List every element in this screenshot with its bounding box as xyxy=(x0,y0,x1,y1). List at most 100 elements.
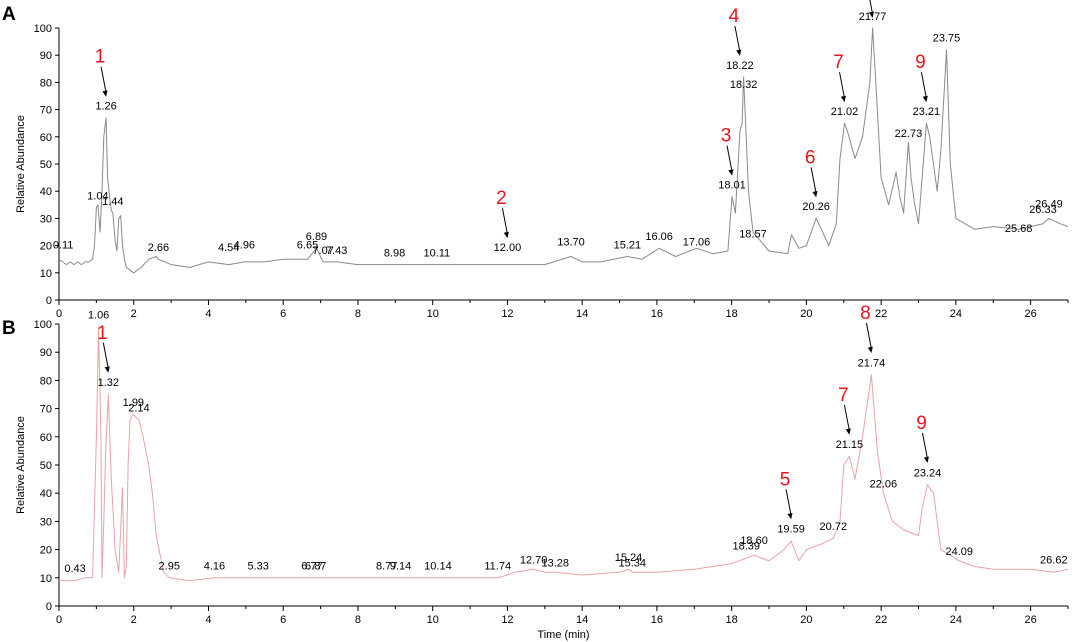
panel-a-y-tick-label: 70 xyxy=(40,105,52,117)
panel-b-peak-label: 10.14 xyxy=(424,560,452,572)
panel-b-peak-label: 23.24 xyxy=(914,467,942,479)
panel-a-peak-label: 6.89 xyxy=(306,231,327,243)
panel-b-x-tick-label: 26 xyxy=(1025,614,1037,626)
panel-b-peak-label: 12.70 xyxy=(520,555,548,567)
panel-a-compound-arrowhead xyxy=(736,49,742,56)
panel-b-y-tick-label: 10 xyxy=(40,573,52,585)
panel-b-compound-number: 1 xyxy=(97,323,108,344)
panel-a-compound-number: 9 xyxy=(915,52,926,73)
panel-a-compound-arrow xyxy=(501,208,508,235)
panel-a-compound-number: 7 xyxy=(833,52,844,73)
panel-b-peak-label: 15.24 xyxy=(615,552,643,564)
panel-b-compound-number: 8 xyxy=(860,303,871,324)
panel-a-y-tick-label: 40 xyxy=(40,186,52,198)
panel-b-peak-label: 9.14 xyxy=(390,560,411,572)
panel-a-peak-label: 1.26 xyxy=(95,101,116,113)
panel-b-peak-label: 18.60 xyxy=(740,535,768,547)
panel-b-peak-label: 18.39 xyxy=(732,541,760,553)
panel-a-y-tick-label: 0 xyxy=(46,295,52,307)
panel-a-peak-label: 18.22 xyxy=(726,60,754,72)
panel-b-peak-label: 2.14 xyxy=(128,402,149,414)
panel-b-compound-arrowhead xyxy=(867,346,873,354)
panel-b-compound-number: 5 xyxy=(780,469,791,490)
panel-b-compound-arrow xyxy=(865,322,872,350)
panel-a-peak-label: 12.00 xyxy=(494,242,522,254)
panel-a-compound-arrow xyxy=(100,66,107,93)
panel-a-peak-label: 23.75 xyxy=(933,33,961,45)
panel-a-x-tick-label: 22 xyxy=(875,308,887,320)
panel-b-peak-label: 22.06 xyxy=(870,479,898,491)
panel-b-x-tick-label: 14 xyxy=(576,614,588,626)
panel-a-y-tick-label: 10 xyxy=(40,268,52,280)
panel-a-compound-arrow xyxy=(869,0,874,14)
panel-b-y-tick-label: 60 xyxy=(40,432,52,444)
panel-a-compound-arrowhead xyxy=(503,231,509,239)
panel-letter-b: B xyxy=(2,318,16,339)
panel-a-peak-label: 20.26 xyxy=(802,201,830,213)
panel-b-peak-label: 20.72 xyxy=(820,521,848,533)
panel-b-y-tick-label: 80 xyxy=(40,375,52,387)
panel-b-peak-label: 1.32 xyxy=(98,377,119,389)
panel-b-compound-arrowhead xyxy=(104,366,110,373)
panel-b-peak-label: 26.62 xyxy=(1040,555,1068,567)
panel-a-x-tick-label: 20 xyxy=(800,308,812,320)
panel-a-peak-label: 22.73 xyxy=(895,128,923,140)
panel-a-peak-label: 1.44 xyxy=(102,196,123,208)
panel-b-y-tick-label: 30 xyxy=(40,516,52,528)
panel-a-y-tick-label: 30 xyxy=(40,213,52,225)
panel-b-y-tick-label: 0 xyxy=(46,601,52,613)
panel-a-y-tick-label: 20 xyxy=(40,241,52,253)
panel-a-peak-label: 7.07 xyxy=(312,245,333,257)
panel-b-peak-label: 1.99 xyxy=(123,397,144,409)
panel-a-compound-arrowhead xyxy=(812,190,818,198)
panel-a-x-tick-label: 16 xyxy=(651,308,663,320)
panel-b-peak-label: 21.74 xyxy=(858,357,886,369)
panel-b-y-axis-title: Relative Abundance xyxy=(15,416,27,514)
panel-b-x-tick-label: 2 xyxy=(131,614,137,626)
panel-b-trace-line xyxy=(59,326,1069,582)
panel-a-peak-label: 15.21 xyxy=(614,239,642,251)
panel-a-peak-label: 17.06 xyxy=(683,237,711,249)
panel-b-y-tick-label: 50 xyxy=(40,460,52,472)
panel-b-peak-label: 6.77 xyxy=(301,560,322,572)
panel-b-compound-number: 7 xyxy=(838,385,849,406)
panel-b-peak-label: 15.34 xyxy=(618,558,646,570)
panel-a-y-tick-label: 50 xyxy=(40,159,52,171)
panel-b-x-tick-label: 18 xyxy=(726,614,738,626)
panel-b-peak-label: 11.74 xyxy=(484,560,511,572)
panel-b-peak-label: 6.87 xyxy=(305,560,326,572)
panel-b-peak-label: 2.95 xyxy=(159,560,180,572)
panel-a-x-tick-label: 6 xyxy=(280,308,286,320)
panel-b-x-tick-label: 12 xyxy=(501,614,513,626)
panel-b-compound-arrowhead xyxy=(845,428,851,435)
panel-a-peak-label: 2.66 xyxy=(148,242,169,254)
panel-a-peak-label: 26.33 xyxy=(1029,204,1057,216)
panel-b-x-tick-label: 10 xyxy=(427,614,439,626)
panel-a-compound-arrowhead xyxy=(922,95,928,103)
panel-b-compound-arrowhead xyxy=(787,513,793,520)
panel-a-compound-arrowhead xyxy=(102,90,108,97)
panel-a-peak-label: 7.43 xyxy=(326,245,347,257)
panel-a-peak-label: 23.21 xyxy=(913,106,941,118)
panel-b-compound-arrow xyxy=(921,432,928,460)
panel-a-x-tick-label: 8 xyxy=(355,308,361,320)
panel-a-peak-label: 25.68 xyxy=(1005,223,1033,235)
panel-a-x-tick-label: 0 xyxy=(56,308,62,320)
panel-a-peak-label: 18.32 xyxy=(730,79,758,91)
panel-a-compound-number: 2 xyxy=(496,188,507,209)
panel-b-x-tick-label: 24 xyxy=(950,614,962,626)
panel-b-x-axis-title: Time (min) xyxy=(537,629,589,641)
panel-a-compound-arrowhead xyxy=(728,169,734,176)
panel-a-compound-arrow xyxy=(920,72,927,99)
panel-a-peak-label: 13.70 xyxy=(557,237,585,249)
panel-b-peak-label: 1.06 xyxy=(88,309,109,321)
panel-a-compound-number: 4 xyxy=(729,6,740,27)
panel-a-compound-arrow xyxy=(726,145,733,172)
panel-a-y-tick-label: 100 xyxy=(34,23,52,35)
panel-a-y-tick-label: 90 xyxy=(40,50,52,62)
panel-a-x-tick-label: 12 xyxy=(501,308,513,320)
panel-a-x-tick-label: 24 xyxy=(950,308,962,320)
